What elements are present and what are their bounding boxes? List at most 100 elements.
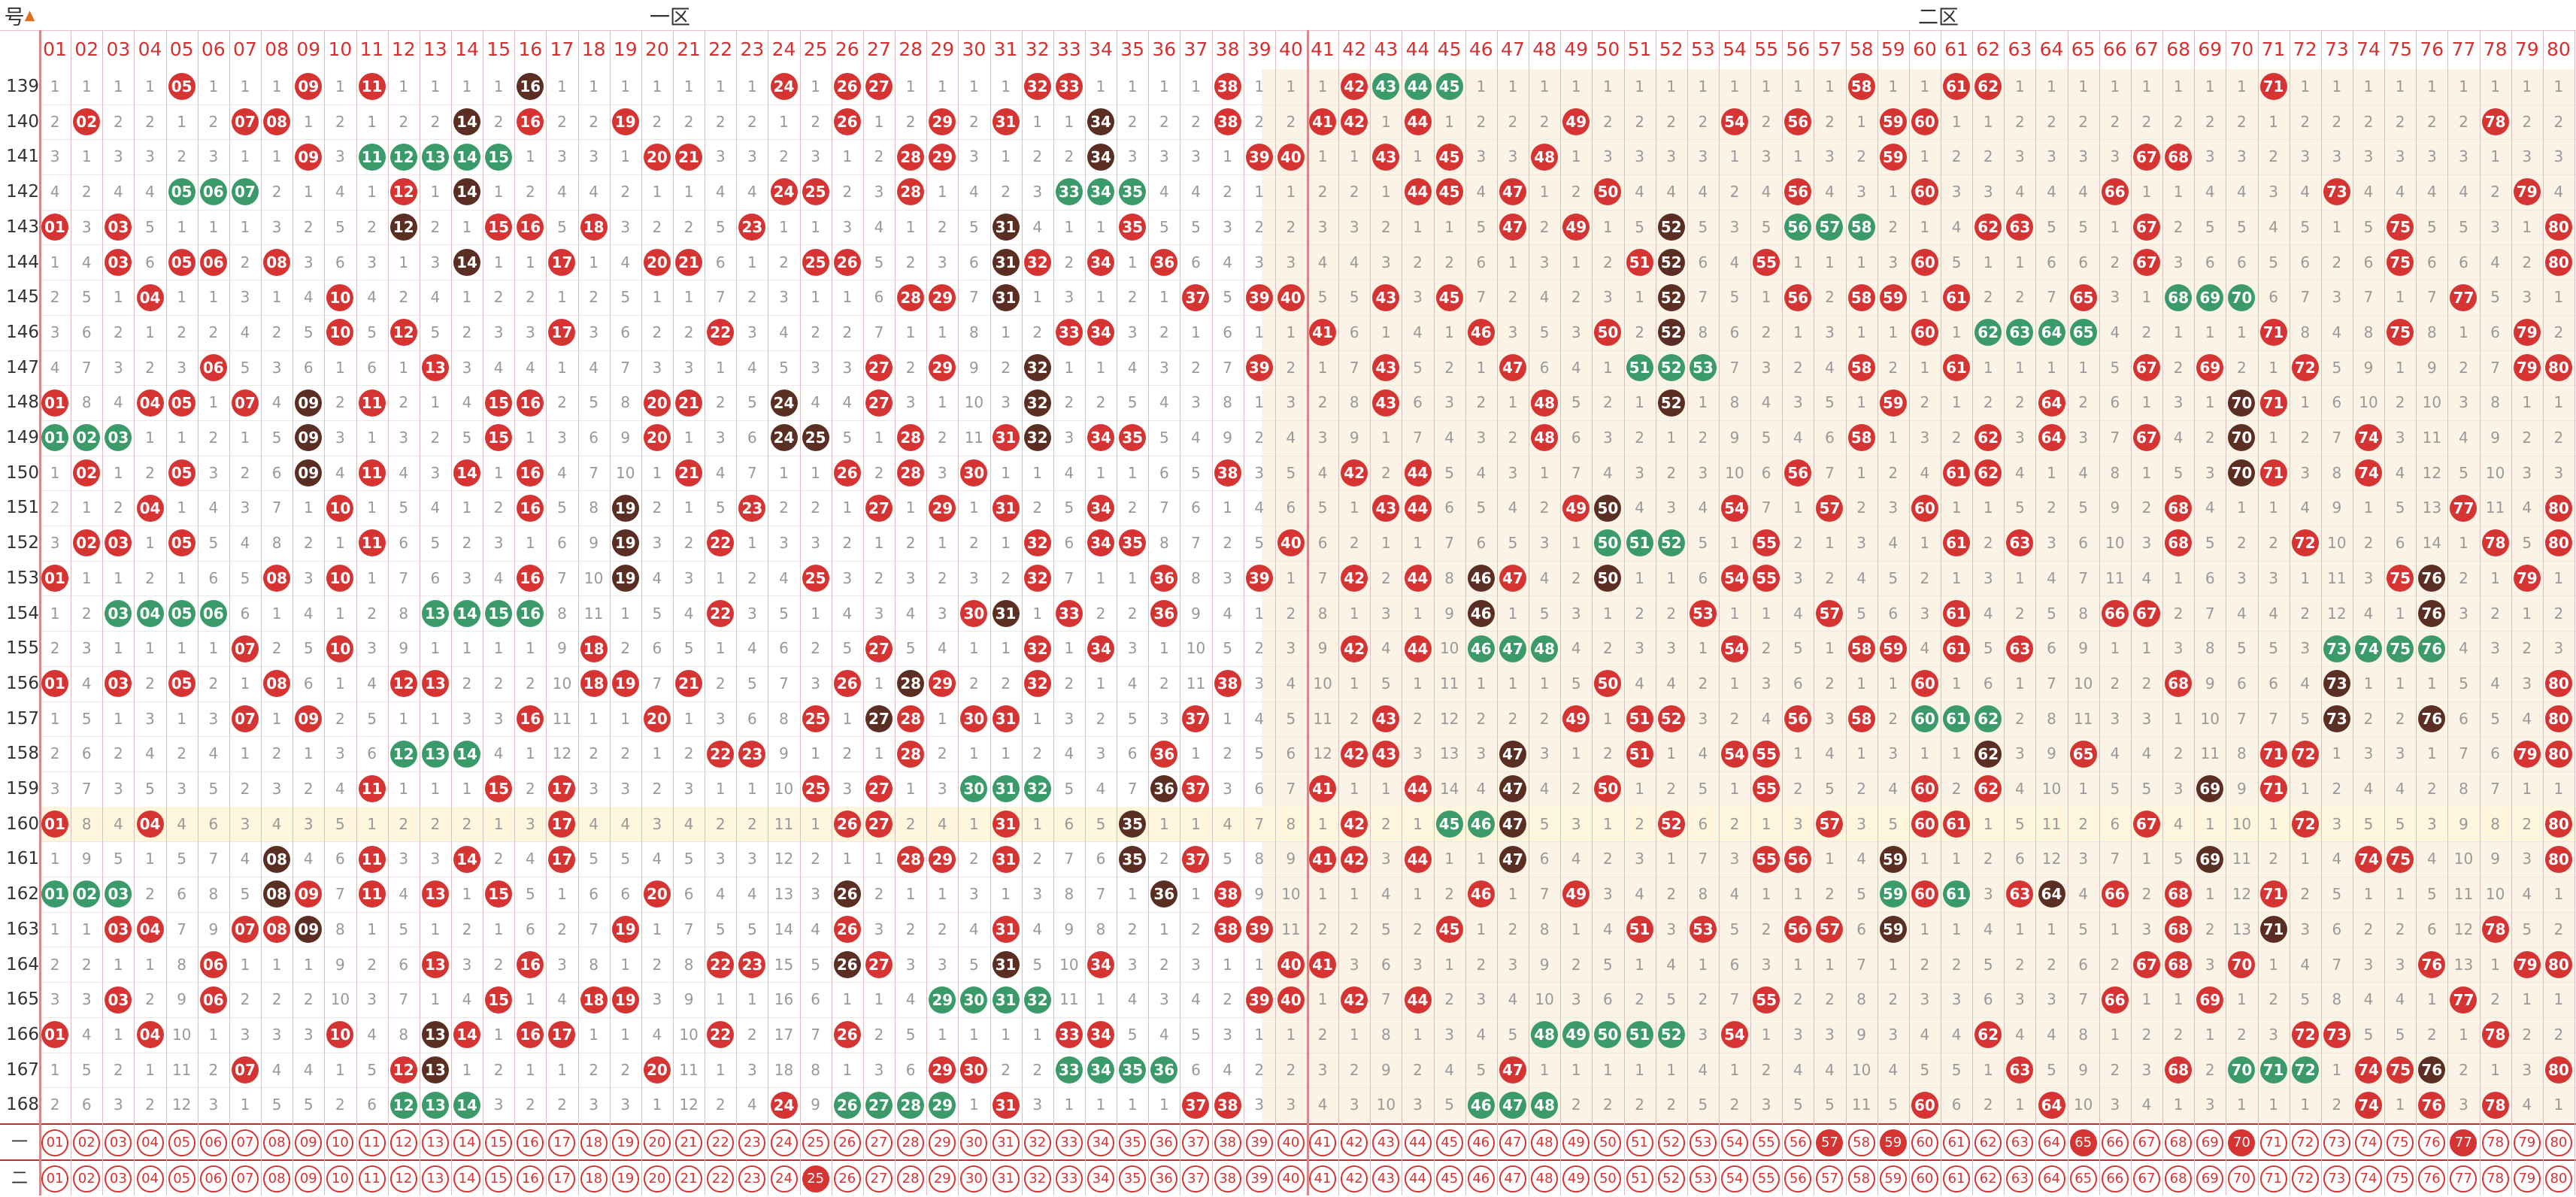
drawn-number-ball[interactable]: 32 [1023,986,1051,1014]
footer-number-ball[interactable]: 63 [2006,1129,2034,1156]
drawn-number-ball[interactable]: 74 [2355,635,2383,662]
drawn-number-ball[interactable]: 49 [1562,108,1590,136]
drawn-number-ball[interactable]: 57 [1816,494,1844,522]
drawn-number-ball[interactable]: 09 [295,389,323,417]
drawn-number-ball[interactable]: 78 [2481,916,2509,944]
drawn-number-ball[interactable]: 67 [2132,424,2160,452]
drawn-number-ball[interactable]: 10 [326,565,354,592]
footer-number-ball[interactable]: 64 [2038,1165,2065,1192]
drawn-number-ball[interactable]: 22 [707,740,735,768]
footer-number-ball[interactable]: 34 [1087,1165,1115,1192]
drawn-number-ball[interactable]: 38 [1214,459,1241,487]
drawn-number-ball[interactable]: 54 [1721,1021,1749,1049]
drawn-number-ball[interactable]: 09 [295,880,323,908]
drawn-number-ball[interactable]: 04 [136,283,164,311]
drawn-number-ball[interactable]: 74 [2355,845,2383,873]
drawn-number-ball[interactable]: 31 [992,811,1020,838]
drawn-number-ball[interactable]: 11 [358,389,386,417]
footer-number-ball[interactable]: 21 [675,1165,703,1192]
drawn-number-ball[interactable]: 24 [770,389,798,417]
drawn-number-ball[interactable]: 39 [1245,283,1273,311]
footer-number-ball[interactable]: 19 [611,1129,639,1156]
drawn-number-ball[interactable]: 36 [1150,1056,1178,1083]
footer-number-ball[interactable]: 77 [2450,1129,2478,1156]
drawn-number-ball[interactable]: 60 [1911,248,1938,276]
footer-number-ball[interactable]: 49 [1562,1129,1590,1156]
footer-number-ball[interactable]: 51 [1626,1129,1653,1156]
drawn-number-ball[interactable]: 67 [2132,353,2160,381]
drawn-number-ball[interactable]: 67 [2132,599,2160,627]
drawn-number-ball[interactable]: 29 [929,494,956,522]
drawn-number-ball[interactable]: 13 [421,1021,449,1049]
drawn-number-ball[interactable]: 62 [1974,740,2002,768]
drawn-number-ball[interactable]: 32 [1023,353,1051,381]
drawn-number-ball[interactable]: 26 [833,1091,861,1119]
drawn-number-ball[interactable]: 51 [1626,353,1653,381]
drawn-number-ball[interactable]: 46 [1467,880,1495,908]
drawn-number-ball[interactable]: 64 [2038,389,2065,417]
drawn-number-ball[interactable]: 43 [1372,353,1400,381]
drawn-number-ball[interactable]: 03 [105,424,132,452]
drawn-number-ball[interactable]: 61 [1943,880,1971,908]
drawn-number-ball[interactable]: 34 [1087,178,1115,206]
drawn-number-ball[interactable]: 25 [802,178,829,206]
drawn-number-ball[interactable]: 73 [2323,670,2350,698]
drawn-number-ball[interactable]: 48 [1531,389,1559,417]
drawn-number-ball[interactable]: 19 [611,670,639,698]
footer-number-ball[interactable]: 43 [1372,1165,1400,1192]
drawn-number-ball[interactable]: 15 [485,424,513,452]
footer-number-ball[interactable]: 32 [1023,1165,1051,1192]
drawn-number-ball[interactable]: 12 [389,670,417,698]
drawn-number-ball[interactable]: 30 [960,1056,988,1083]
drawn-number-ball[interactable]: 29 [929,986,956,1014]
footer-number-ball[interactable]: 53 [1689,1129,1717,1156]
drawn-number-ball[interactable]: 02 [73,880,101,908]
footer-number-ball[interactable]: 20 [643,1165,671,1192]
drawn-number-ball[interactable]: 44 [1404,108,1432,136]
drawn-number-ball[interactable]: 52 [1657,248,1685,276]
drawn-number-ball[interactable]: 78 [2481,1091,2509,1119]
drawn-number-ball[interactable]: 60 [1911,880,1938,908]
footer-number-ball[interactable]: 77 [2450,1165,2478,1192]
drawn-number-ball[interactable]: 39 [1245,143,1273,171]
drawn-number-ball[interactable]: 61 [1943,529,1971,557]
drawn-number-ball[interactable]: 45 [1435,283,1463,311]
drawn-number-ball[interactable]: 46 [1467,319,1495,347]
drawn-number-ball[interactable]: 58 [1847,283,1875,311]
footer-number-ball[interactable]: 74 [2355,1165,2383,1192]
drawn-number-ball[interactable]: 68 [2165,880,2193,908]
footer-number-ball[interactable]: 24 [770,1129,798,1156]
drawn-number-ball[interactable]: 24 [770,73,798,101]
footer-number-ball[interactable]: 19 [611,1165,639,1192]
footer-number-ball[interactable]: 80 [2544,1129,2572,1156]
drawn-number-ball[interactable]: 44 [1404,494,1432,522]
drawn-number-ball[interactable]: 50 [1594,494,1622,522]
drawn-number-ball[interactable]: 02 [73,459,101,487]
drawn-number-ball[interactable]: 69 [2196,283,2224,311]
drawn-number-ball[interactable]: 16 [517,214,544,241]
footer-number-ball[interactable]: 59 [1879,1129,1907,1156]
drawn-number-ball[interactable]: 40 [1277,283,1305,311]
drawn-number-ball[interactable]: 56 [1784,459,1812,487]
footer-number-ball[interactable]: 42 [1341,1165,1368,1192]
footer-number-ball[interactable]: 04 [136,1165,164,1192]
footer-number-ball[interactable]: 33 [1055,1165,1083,1192]
drawn-number-ball[interactable]: 56 [1784,178,1812,206]
drawn-number-ball[interactable]: 80 [2544,248,2572,276]
drawn-number-ball[interactable]: 06 [199,950,227,978]
drawn-number-ball[interactable]: 48 [1531,143,1559,171]
footer-number-ball[interactable]: 70 [2228,1129,2256,1156]
drawn-number-ball[interactable]: 42 [1341,108,1368,136]
drawn-number-ball[interactable]: 20 [643,248,671,276]
drawn-number-ball[interactable]: 14 [453,108,481,136]
footer-number-ball[interactable]: 76 [2418,1129,2446,1156]
drawn-number-ball[interactable]: 15 [485,214,513,241]
drawn-number-ball[interactable]: 60 [1911,178,1938,206]
drawn-number-ball[interactable]: 62 [1974,319,2002,347]
footer-number-ball[interactable]: 01 [41,1165,69,1192]
drawn-number-ball[interactable]: 16 [517,599,544,627]
drawn-number-ball[interactable]: 16 [517,705,544,732]
footer-number-ball[interactable]: 23 [738,1129,766,1156]
drawn-number-ball[interactable]: 34 [1087,108,1115,136]
drawn-number-ball[interactable]: 08 [263,108,291,136]
